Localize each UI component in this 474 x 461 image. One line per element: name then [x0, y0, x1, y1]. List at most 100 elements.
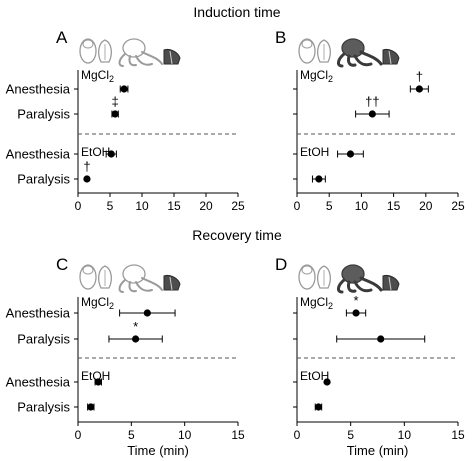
- octopus-arm: [353, 280, 373, 293]
- x-tick-label: 5: [326, 199, 333, 213]
- data-point: [315, 175, 323, 183]
- data-point: [415, 85, 423, 93]
- data-point-group: [323, 378, 331, 386]
- group-label-main: EtOH: [300, 369, 329, 383]
- cuttlefish-icon: [298, 264, 316, 290]
- significance-marker: †: [83, 159, 90, 174]
- data-point-group: ††: [355, 94, 390, 118]
- x-tick-label: 15: [231, 428, 245, 442]
- octopus-arm: [337, 278, 346, 294]
- group-label: MgCl2: [300, 295, 333, 311]
- group-label-main: MgCl: [300, 295, 328, 309]
- x-tick-label: 0: [294, 428, 301, 442]
- cuttlefish-head: [301, 39, 313, 49]
- x-tick-label: 0: [294, 199, 301, 213]
- group-label: MgCl2: [81, 68, 114, 84]
- nautilus-shell: [163, 49, 181, 65]
- data-point-group: [314, 403, 323, 411]
- data-point: [132, 335, 140, 343]
- octopus-arm: [347, 54, 357, 67]
- data-point: [314, 403, 323, 411]
- octopus-icon: [118, 264, 163, 293]
- nautilus-icon: [163, 49, 181, 65]
- octopus-mantle: [122, 38, 146, 58]
- species-silhouettes: [79, 264, 181, 293]
- x-tick-label: 5: [347, 428, 354, 442]
- data-point: [94, 378, 102, 386]
- group-label-main: EtOH: [81, 369, 110, 383]
- data-point: [323, 378, 331, 386]
- category-label: Anesthesia: [6, 375, 71, 390]
- data-point-group: [119, 309, 176, 317]
- octopus-arm: [128, 55, 137, 67]
- nautilus-icon: [163, 275, 181, 291]
- octopus-arm: [337, 52, 346, 68]
- x-tick-label: 10: [135, 199, 149, 213]
- section-title-recovery: Recovery time: [192, 227, 282, 243]
- squid-icon: [98, 265, 112, 289]
- octopus-arm: [141, 277, 163, 291]
- x-tick-label: 25: [231, 199, 245, 213]
- group-label-subscript: 2: [328, 301, 333, 311]
- panel-c: C 0 5 10 15 Time (min) Anesthesia Paralysis Anes…: [6, 255, 245, 458]
- group-label: MgCl2: [81, 295, 114, 311]
- octopus-arm: [353, 54, 373, 67]
- significance-marker: *: [354, 293, 359, 308]
- data-point-group: *: [108, 319, 163, 343]
- data-point-group: [336, 335, 426, 343]
- x-tick-label: 20: [419, 199, 433, 213]
- squid-icon: [98, 39, 112, 63]
- group-label: EtOH: [81, 369, 110, 383]
- x-tick-label: 5: [128, 428, 135, 442]
- panel-label: D: [275, 255, 287, 274]
- data-point: [87, 403, 95, 411]
- data-point: [346, 150, 355, 158]
- x-axis-label: Time (min): [127, 443, 189, 458]
- group-label-subscript: 2: [328, 74, 333, 84]
- data-point-group: [337, 150, 364, 158]
- squid-icon: [317, 39, 331, 63]
- panel-a: A 0 5 10 15 20 25 Anesthesia Paralysis Anesthesia…: [6, 28, 245, 213]
- nautilus-stripe: [169, 276, 173, 291]
- squid-icon: [317, 265, 331, 289]
- x-tick-label: 15: [387, 199, 401, 213]
- octopus-arm: [359, 276, 383, 292]
- nautilus-icon: [382, 49, 400, 65]
- data-point-group: [105, 150, 117, 158]
- octopus-icon: [118, 38, 163, 67]
- group-label: EtOH: [300, 369, 329, 383]
- data-point: [368, 110, 376, 118]
- panel-label: B: [275, 28, 286, 47]
- species-silhouettes: [79, 38, 181, 67]
- data-point-group: [119, 85, 129, 93]
- x-tick-label: 0: [75, 428, 82, 442]
- category-label: Paralysis: [17, 172, 70, 187]
- octopus-arm: [141, 51, 163, 65]
- octopus-mantle: [341, 38, 365, 58]
- x-tick-label: 15: [167, 199, 181, 213]
- group-label-subscript: 2: [109, 301, 114, 311]
- group-label-main: MgCl: [81, 295, 109, 309]
- data-point: [120, 85, 128, 93]
- data-point-group: [311, 175, 326, 183]
- nautilus-stripe: [169, 50, 173, 65]
- octopus-arm: [128, 281, 137, 293]
- data-point-group: [87, 403, 95, 411]
- octopus-arm: [118, 279, 126, 293]
- species-silhouettes: [298, 264, 400, 294]
- x-tick-label: 10: [178, 428, 192, 442]
- nautilus-stripe: [388, 50, 392, 65]
- significance-marker: ††: [365, 94, 379, 109]
- data-point: [352, 309, 360, 317]
- octopus-arm: [359, 50, 383, 66]
- octopus-arm: [135, 55, 153, 66]
- significance-marker: ‡: [112, 94, 119, 109]
- data-point: [83, 175, 91, 183]
- data-point-group: †: [409, 69, 429, 93]
- cuttlefish-icon: [298, 38, 316, 64]
- panel-label: C: [56, 255, 68, 274]
- data-point-group: [94, 378, 102, 386]
- x-axis-label: Time (min): [347, 443, 409, 458]
- group-label: EtOH: [81, 145, 110, 159]
